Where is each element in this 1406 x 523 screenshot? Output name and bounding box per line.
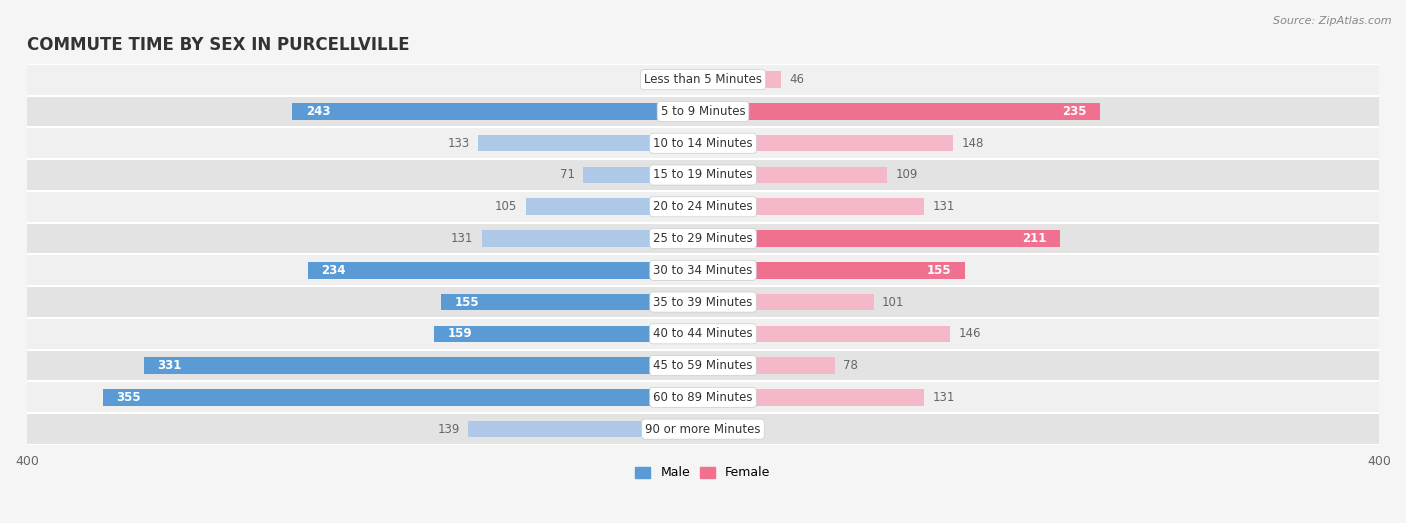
Text: 71: 71 [560, 168, 575, 181]
Text: 109: 109 [896, 168, 918, 181]
Bar [703, 199, 924, 215]
Text: 40 to 44 Minutes: 40 to 44 Minutes [654, 327, 752, 340]
Text: COMMUTE TIME BY SEX IN PURCELLVILLE: COMMUTE TIME BY SEX IN PURCELLVILLE [27, 36, 409, 54]
Bar [27, 318, 1379, 350]
Bar [27, 381, 1379, 413]
Text: 155: 155 [454, 295, 479, 309]
Text: 15 to 19 Minutes: 15 to 19 Minutes [654, 168, 752, 181]
Bar [308, 262, 703, 279]
Text: 131: 131 [932, 200, 955, 213]
Text: 5 to 9 Minutes: 5 to 9 Minutes [661, 105, 745, 118]
Bar [703, 325, 950, 342]
Text: 101: 101 [882, 295, 904, 309]
Bar [703, 262, 965, 279]
Text: 16: 16 [738, 423, 754, 436]
Bar [468, 421, 703, 437]
Text: 331: 331 [157, 359, 181, 372]
Text: 30 to 34 Minutes: 30 to 34 Minutes [654, 264, 752, 277]
Text: 46: 46 [789, 73, 804, 86]
Text: 78: 78 [844, 359, 858, 372]
Bar [703, 421, 730, 437]
Bar [583, 167, 703, 183]
Text: 131: 131 [451, 232, 474, 245]
Bar [703, 135, 953, 152]
Text: 139: 139 [437, 423, 460, 436]
Bar [703, 72, 780, 88]
Bar [526, 199, 703, 215]
Text: 10 to 14 Minutes: 10 to 14 Minutes [654, 137, 752, 150]
Legend: Male, Female: Male, Female [630, 461, 776, 484]
Bar [292, 103, 703, 120]
Text: 25 to 29 Minutes: 25 to 29 Minutes [654, 232, 752, 245]
Bar [27, 159, 1379, 191]
Text: Source: ZipAtlas.com: Source: ZipAtlas.com [1274, 16, 1392, 26]
Text: Less than 5 Minutes: Less than 5 Minutes [644, 73, 762, 86]
Text: 155: 155 [927, 264, 952, 277]
Bar [703, 389, 924, 406]
Bar [27, 127, 1379, 159]
Text: 148: 148 [962, 137, 984, 150]
Bar [103, 389, 703, 406]
Text: 131: 131 [932, 391, 955, 404]
Bar [27, 286, 1379, 318]
Bar [27, 350, 1379, 381]
Bar [27, 413, 1379, 445]
Bar [703, 167, 887, 183]
Bar [666, 72, 703, 88]
Bar [27, 96, 1379, 127]
Text: 235: 235 [1062, 105, 1087, 118]
Bar [703, 357, 835, 374]
Text: 35 to 39 Minutes: 35 to 39 Minutes [654, 295, 752, 309]
Bar [703, 103, 1099, 120]
Text: 20 to 24 Minutes: 20 to 24 Minutes [654, 200, 752, 213]
Bar [27, 64, 1379, 96]
Bar [143, 357, 703, 374]
Text: 159: 159 [447, 327, 472, 340]
Text: 45 to 59 Minutes: 45 to 59 Minutes [654, 359, 752, 372]
Bar [441, 294, 703, 310]
Bar [478, 135, 703, 152]
Text: 355: 355 [117, 391, 141, 404]
Bar [27, 191, 1379, 223]
Bar [703, 294, 873, 310]
Text: 22: 22 [643, 73, 658, 86]
Text: 105: 105 [495, 200, 517, 213]
Bar [703, 230, 1060, 247]
Text: 60 to 89 Minutes: 60 to 89 Minutes [654, 391, 752, 404]
Text: 133: 133 [447, 137, 470, 150]
Bar [434, 325, 703, 342]
Text: 146: 146 [959, 327, 981, 340]
Bar [482, 230, 703, 247]
Text: 90 or more Minutes: 90 or more Minutes [645, 423, 761, 436]
Text: 211: 211 [1022, 232, 1046, 245]
Bar [27, 223, 1379, 254]
Text: 243: 243 [307, 105, 330, 118]
Bar [27, 254, 1379, 286]
Text: 234: 234 [321, 264, 346, 277]
